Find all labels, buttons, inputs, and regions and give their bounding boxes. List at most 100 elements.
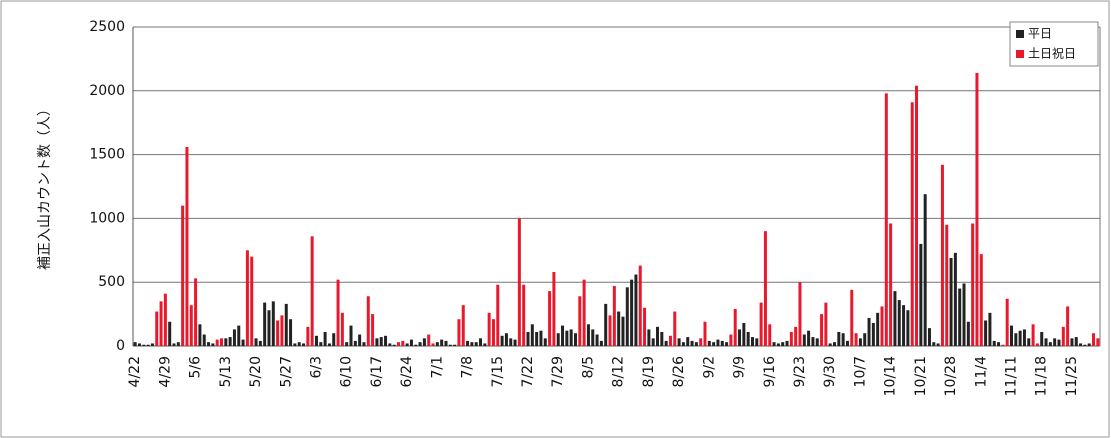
bar [371, 314, 375, 346]
bar [608, 315, 612, 346]
bar [552, 271, 556, 346]
bar [660, 331, 664, 346]
bar [319, 342, 323, 346]
bar [150, 343, 154, 346]
bar [742, 323, 746, 346]
bar [1040, 331, 1044, 346]
x-tick-label: 7/8 [460, 356, 476, 379]
y-tick-label: 2000 [89, 83, 125, 99]
bar [733, 308, 737, 346]
x-tick-label: 6/10 [339, 356, 355, 387]
bar [617, 311, 621, 346]
bar [599, 340, 603, 346]
bar [651, 338, 655, 346]
bar [461, 305, 465, 346]
bar [582, 279, 586, 346]
bar [707, 340, 711, 346]
bar [1010, 325, 1014, 346]
bar [159, 301, 163, 346]
bar [858, 338, 862, 346]
bar [302, 343, 306, 346]
bar [656, 326, 660, 346]
bar [647, 329, 651, 346]
x-tick-label: 10/21 [913, 356, 929, 396]
legend-swatch [1016, 30, 1024, 38]
bar [1001, 344, 1005, 346]
bar [379, 337, 383, 346]
bar [932, 342, 936, 346]
bar [643, 307, 647, 346]
x-tick-label: 10/14 [883, 356, 899, 396]
bar [444, 340, 448, 346]
bar [755, 338, 759, 346]
bar [1066, 306, 1070, 346]
bar [630, 279, 634, 346]
bar [293, 343, 297, 346]
bar [168, 321, 172, 346]
bar [284, 303, 288, 346]
bar [612, 286, 616, 346]
bar [509, 338, 513, 346]
bar [535, 331, 539, 346]
bar [807, 330, 811, 346]
x-tick-label: 11/11 [1004, 356, 1020, 396]
bar [306, 326, 310, 346]
bar [388, 343, 392, 346]
bar [940, 164, 944, 346]
bar [1022, 329, 1026, 346]
bar [366, 296, 370, 346]
bar [992, 340, 996, 346]
bar [336, 279, 340, 346]
bar [1074, 337, 1078, 346]
bar [474, 342, 478, 346]
bar [198, 324, 202, 346]
bar [314, 335, 318, 346]
bar [625, 287, 629, 346]
bar [966, 321, 970, 346]
bar [936, 343, 940, 346]
bar [997, 342, 1001, 346]
bar [902, 305, 906, 346]
x-tick-label: 8/26 [671, 356, 687, 388]
bar [392, 344, 396, 346]
x-tick-label: 4/29 [157, 356, 173, 387]
bar [776, 343, 780, 346]
bar [163, 293, 167, 346]
bar [440, 339, 444, 346]
bar [871, 323, 875, 346]
bar [491, 319, 495, 346]
bar [833, 342, 837, 346]
bar [699, 338, 703, 346]
bar [327, 343, 331, 346]
bar [453, 344, 457, 346]
bar [945, 224, 949, 346]
bar [958, 288, 962, 346]
bar [854, 333, 858, 346]
bar [586, 324, 590, 346]
bar [1096, 338, 1100, 346]
bar [867, 317, 871, 346]
bar [349, 325, 353, 346]
bar [1018, 330, 1022, 346]
bar [548, 291, 552, 346]
bar [181, 205, 185, 346]
bar [923, 194, 927, 346]
bar [172, 343, 176, 346]
x-tick-label: 5/6 [188, 356, 204, 379]
bar [500, 335, 504, 346]
x-tick-label: 9/23 [792, 356, 808, 387]
bar [668, 335, 672, 346]
x-tick-label: 9/16 [762, 356, 778, 388]
x-tick-label: 7/15 [490, 356, 506, 387]
x-tick-label: 5/20 [248, 356, 264, 387]
bar [487, 312, 491, 346]
bar [228, 337, 232, 346]
bar [673, 311, 677, 346]
bar [889, 223, 893, 346]
bar [591, 329, 595, 346]
bar [984, 320, 988, 346]
bar [176, 342, 180, 346]
bar [781, 342, 785, 346]
x-tick-label: 11/18 [1034, 356, 1050, 396]
